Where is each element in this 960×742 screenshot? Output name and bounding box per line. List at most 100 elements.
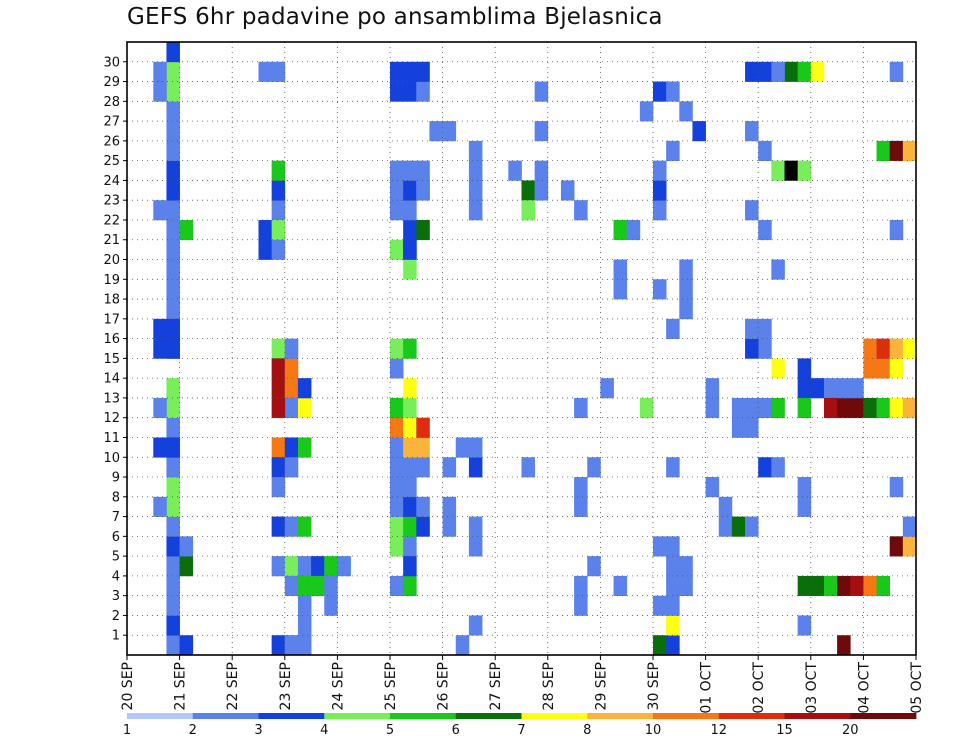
heatmap-cell (626, 219, 641, 241)
heatmap-cell (771, 160, 785, 181)
heatmap-cell (521, 180, 535, 201)
heatmap-cell (166, 437, 180, 458)
heatmap-cell (679, 575, 693, 597)
heatmap-cell (902, 516, 917, 537)
heatmap-cell (521, 200, 535, 221)
heatmap-cell (889, 536, 904, 557)
heatmap-cell (166, 140, 180, 161)
heatmap-cell (758, 318, 772, 339)
heatmap-cell (284, 457, 299, 478)
heatmap-cell (876, 397, 891, 419)
heatmap-cell (284, 378, 299, 399)
y-tick-label: 5 (112, 550, 120, 565)
heatmap-cell (390, 160, 404, 181)
heatmap-cell (771, 397, 785, 419)
heatmap-cell (666, 536, 680, 557)
heatmap-cell (613, 279, 628, 300)
heatmap-cell (258, 239, 272, 260)
heatmap-cell (166, 536, 180, 557)
heatmap-cell (889, 358, 904, 379)
heatmap-cell (837, 635, 851, 656)
heatmap-cell (179, 635, 194, 656)
heatmap-cell (166, 239, 180, 260)
x-tick-label: 04 OCT (856, 662, 872, 714)
heatmap-cell (271, 338, 286, 359)
heatmap-cell (784, 61, 798, 82)
heatmap-cell (797, 397, 812, 419)
heatmap-cell (902, 338, 917, 359)
heatmap-cell (863, 338, 877, 359)
heatmap-cell (166, 61, 180, 82)
heatmap-cell (666, 635, 680, 656)
heatmap-cell (258, 219, 272, 241)
heatmap-cell (403, 417, 417, 438)
heatmap-cell (166, 42, 180, 63)
heatmap-cell (166, 615, 180, 636)
heatmap-cell (823, 397, 838, 419)
heatmap-cell (574, 477, 588, 498)
heatmap-cell (284, 575, 299, 597)
colorbar-swatch (587, 713, 654, 719)
x-tick-label: 01 OCT (699, 662, 715, 714)
heatmap-cell (390, 81, 404, 102)
heatmap-cell (850, 575, 864, 597)
y-tick-label: 8 (112, 490, 120, 505)
colorbar-swatch (192, 713, 259, 719)
heatmap-cell (416, 81, 430, 102)
heatmap-cell (534, 121, 549, 142)
colorbar-swatch (390, 713, 457, 719)
heatmap-cell (166, 457, 180, 478)
y-tick-label: 6 (112, 530, 120, 545)
y-tick-label: 10 (103, 451, 120, 466)
heatmap-cell (416, 219, 430, 241)
heatmap-cell (771, 259, 785, 280)
heatmap-cell (166, 121, 180, 142)
heatmap-cell (666, 81, 680, 102)
y-tick-label: 16 (103, 332, 120, 347)
heatmap-cell (271, 239, 286, 260)
heatmap-cell (797, 496, 812, 517)
y-tick-label: 23 (103, 194, 120, 209)
heatmap-cell (271, 358, 286, 379)
heatmap-cell (403, 556, 417, 577)
heatmap-cell (810, 378, 825, 399)
heatmap-cell (271, 556, 286, 577)
heatmap-cell (574, 575, 588, 597)
heatmap-cell (271, 457, 286, 478)
colorbar-swatch (521, 713, 588, 719)
heatmap-cell (455, 635, 470, 656)
heatmap-cell (666, 457, 680, 478)
colorbar-swatch (718, 713, 785, 719)
colorbar-label: 3 (254, 723, 262, 738)
heatmap-cell (403, 437, 417, 458)
heatmap-cell (455, 437, 470, 458)
heatmap-cell (166, 575, 180, 597)
heatmap-cell (797, 160, 812, 181)
y-tick-label: 22 (103, 213, 120, 228)
heatmap-cell (797, 477, 812, 498)
heatmap-cell (416, 417, 430, 438)
heatmap-cell (324, 575, 338, 597)
heatmap-cell (666, 595, 680, 616)
colorbar-swatch (653, 713, 720, 719)
colorbar-label: 12 (710, 723, 727, 738)
heatmap-cell (153, 61, 167, 82)
heatmap-cell (390, 61, 404, 82)
heatmap-cell (271, 61, 286, 82)
y-tick-label: 4 (112, 569, 120, 584)
y-tick-label: 18 (103, 293, 120, 308)
heatmap-cell (271, 477, 286, 498)
heatmap-cell (416, 516, 430, 537)
heatmap-cell (639, 101, 654, 122)
heatmap-cell (166, 477, 180, 498)
y-tick-label: 15 (103, 352, 120, 367)
heatmap-cell (297, 556, 312, 577)
heatmap-cell (587, 457, 601, 478)
heatmap-cell (653, 279, 667, 300)
y-tick-label: 27 (103, 115, 120, 130)
heatmap-cell (468, 140, 483, 161)
heatmap-cell (771, 61, 785, 82)
heatmap-cell (468, 160, 483, 181)
x-tick-label: 29 SEP (593, 662, 609, 710)
